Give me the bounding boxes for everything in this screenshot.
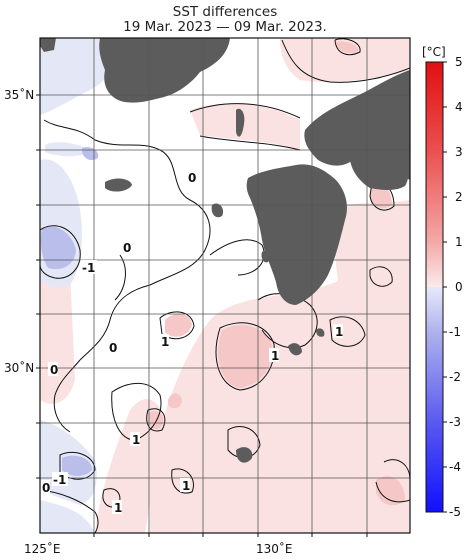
lon-label-130e: 130˚E — [256, 541, 293, 556]
contour-label: 1 — [159, 334, 169, 349]
colorbar-tick-label: -5 — [449, 505, 461, 519]
amami-islands — [236, 447, 253, 463]
colorbar: [°C] 5 4 3 2 1 0 -1 -2 -3 -4 -5 — [422, 45, 463, 519]
svg-text:0: 0 — [123, 241, 131, 255]
koshikijima — [261, 250, 270, 263]
colorbar-tick-label: 2 — [455, 190, 463, 204]
contour-label: -1 — [52, 472, 68, 487]
contour-label: 1 — [180, 478, 190, 493]
contour-labels: 0 0 -1 0 1 1 1 1 0 -1 0 1 1 — [40, 170, 343, 515]
warm-core-west — [165, 313, 192, 337]
svg-text:1: 1 — [271, 349, 279, 363]
tsushima-island — [236, 108, 245, 137]
colorbar-tick-label: 3 — [455, 145, 463, 159]
land — [40, 38, 410, 463]
cool-area-northwest — [40, 38, 117, 115]
contour-label: 0 — [48, 362, 58, 377]
cool-area-north-strait — [45, 142, 90, 157]
lat-label-35n: 35˚N — [4, 87, 34, 102]
warm-core-southeast — [376, 476, 405, 506]
contour-label: 0 — [40, 480, 50, 495]
svg-text:-1: -1 — [53, 473, 66, 487]
graticule — [40, 38, 410, 533]
colorbar-tick-label: 0 — [455, 280, 463, 294]
contour-label: 0 — [186, 170, 196, 185]
warm-area-east-coast — [330, 200, 410, 305]
colorbar-tick-label: 4 — [455, 100, 463, 114]
warm-core-central — [218, 325, 273, 388]
colorbar-tick-label: 1 — [455, 235, 463, 249]
svg-text:1: 1 — [161, 335, 169, 349]
svg-text:0: 0 — [50, 363, 58, 377]
lat-label-30n: 30˚N — [4, 360, 34, 375]
contour-label: 1 — [269, 348, 279, 363]
svg-text:-1: -1 — [82, 261, 95, 275]
contour-label: 0 — [121, 240, 131, 255]
colorbar-tick-label: -2 — [449, 370, 461, 384]
warm-core-far-south — [148, 411, 164, 429]
colorbar-tick-label: 5 — [455, 55, 463, 69]
shikoku — [350, 153, 409, 190]
warm-core-south — [168, 393, 182, 409]
contour-label: 0 — [107, 340, 117, 355]
axis-labels: 35˚N 30˚N 125˚E 130˚E — [4, 87, 293, 556]
svg-text:1: 1 — [182, 479, 190, 493]
jeju-island — [105, 178, 132, 192]
contour-label: 1 — [333, 324, 343, 339]
lon-label-125e: 125˚E — [24, 541, 61, 556]
kyushu — [246, 164, 347, 305]
north-coast-fragment — [40, 38, 56, 52]
colorbar-ticks: 5 4 3 2 1 0 -1 -2 -3 -4 -5 — [443, 55, 463, 519]
svg-text:0: 0 — [42, 481, 50, 495]
cool-core-southwest — [62, 455, 92, 476]
cool-area-bottom-left — [40, 500, 95, 533]
svg-text:0: 0 — [188, 171, 196, 185]
svg-text:1: 1 — [114, 501, 122, 515]
contour-label: 1 — [130, 432, 140, 447]
honshu-west — [304, 70, 410, 180]
colorbar-unit: [°C] — [422, 45, 446, 59]
colorbar-tick-label: -1 — [449, 325, 461, 339]
map-frame — [39, 37, 411, 534]
frame-ticks — [36, 94, 368, 537]
svg-text:0: 0 — [109, 341, 117, 355]
cool-core-west — [40, 226, 76, 270]
contour-label: -1 — [81, 260, 97, 275]
svg-text:1: 1 — [132, 433, 140, 447]
yakushima — [316, 328, 325, 337]
goto-islands — [211, 203, 224, 218]
warm-core-northeast — [335, 41, 359, 54]
svg-text:1: 1 — [335, 325, 343, 339]
korean-peninsula — [99, 38, 230, 103]
contour-label: 1 — [112, 500, 122, 515]
tanegashima — [288, 343, 302, 356]
colorbar-tick-label: -3 — [449, 415, 461, 429]
map-title: SST differences — [172, 4, 278, 20]
map-panel: 0 0 -1 0 1 1 1 1 0 -1 0 1 1 — [40, 38, 410, 533]
colorbar-tick-label: -4 — [449, 460, 461, 474]
colorbar-gradient — [425, 61, 444, 513]
warm-area-southeast — [150, 235, 410, 533]
warm-area-northeast — [280, 38, 410, 82]
contour-lines — [40, 38, 410, 533]
warm-area-channel — [190, 103, 300, 150]
map-subtitle: 19 Mar. 2023 — 09 Mar. 2023. — [123, 19, 327, 35]
